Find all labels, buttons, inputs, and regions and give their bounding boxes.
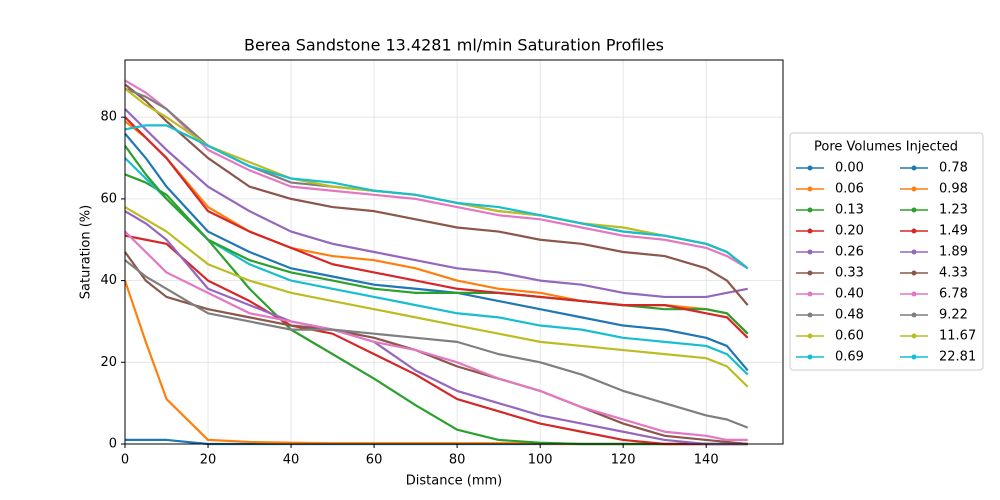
series-line (124, 87, 749, 270)
legend-label: 0.69 (835, 350, 864, 365)
legend-marker (911, 249, 917, 255)
legend-label: 0.33 (835, 266, 864, 281)
ticks: 0 20 40 60 80 100 120 140 0 20 40 60 80 (100, 110, 718, 468)
legend-label: 0.06 (835, 182, 864, 197)
legend-marker (911, 270, 917, 276)
legend-marker (911, 186, 917, 192)
x-tick-label: 100 (528, 453, 553, 468)
chart-title: Berea Sandstone 13.4281 ml/min Saturatio… (244, 36, 664, 55)
series-line (124, 124, 749, 270)
x-tick-label: 140 (694, 453, 719, 468)
series-line (124, 210, 748, 446)
legend-label: 22.81 (939, 350, 976, 365)
legend-label: 0.98 (939, 182, 968, 197)
legend-marker (911, 333, 917, 339)
legend-label: 1.23 (939, 203, 968, 218)
series-line (124, 251, 748, 446)
series-line (124, 79, 749, 270)
series-line (124, 206, 749, 388)
series-line (124, 145, 749, 335)
legend-label: 1.89 (939, 245, 968, 260)
legend-marker (911, 354, 917, 360)
legend-marker (911, 228, 917, 234)
y-tick-label: 80 (100, 110, 117, 125)
legend-marker (911, 207, 917, 213)
legend-marker (807, 291, 813, 297)
series-line (124, 157, 749, 376)
legend-label: 0.00 (835, 161, 864, 176)
series-line (124, 83, 749, 306)
grid (124, 60, 783, 445)
x-axis-label: Distance (mm) (406, 474, 502, 489)
series-line (124, 259, 749, 429)
plot-lines (123, 79, 749, 446)
legend-label: 6.78 (939, 287, 968, 302)
legend-marker (807, 228, 813, 234)
y-tick-label: 60 (100, 191, 117, 206)
y-tick-label: 0 (109, 437, 117, 452)
x-tick-label: 80 (449, 453, 466, 468)
legend: 0.00 0.06 0.13 0.20 0.26 0.33 0.40 0.48 0.60 0.69… (796, 161, 976, 365)
y-tick-label: 40 (100, 273, 117, 288)
legend-marker (807, 207, 813, 213)
legend-marker (807, 312, 813, 318)
series-line (124, 120, 749, 335)
legend-label: 0.26 (835, 245, 864, 260)
series-line (124, 230, 748, 442)
legend-box (789, 132, 984, 371)
x-tick-label: 120 (611, 453, 636, 468)
legend-marker (807, 186, 813, 192)
x-tick-label: 0 (121, 453, 129, 468)
series-line (124, 132, 749, 372)
legend-marker (807, 354, 813, 360)
legend-label: 0.13 (835, 203, 864, 218)
y-tick-label: 20 (100, 355, 117, 370)
legend-label: 11.67 (939, 329, 976, 344)
legend-marker (807, 270, 813, 276)
x-tick-label: 20 (200, 453, 217, 468)
legend-marker (911, 291, 917, 297)
legend-marker (911, 312, 917, 318)
legend-label: 0.60 (835, 329, 864, 344)
legend-label: 1.49 (939, 224, 968, 239)
legend-marker (807, 333, 813, 339)
legend-title: Pore Volumes Injected (814, 140, 958, 155)
legend-label: 4.33 (939, 266, 968, 281)
x-tick-label: 40 (283, 453, 300, 468)
legend-marker (807, 249, 813, 255)
plot-frame (124, 59, 784, 445)
legend-label: 0.20 (835, 224, 864, 239)
series-line (124, 108, 748, 299)
legend-marker (911, 165, 917, 171)
legend-label: 0.48 (835, 308, 864, 323)
y-axis-label: Saturation (%) (79, 205, 94, 299)
series-line (124, 87, 749, 270)
series-line (124, 116, 749, 339)
legend-label: 0.40 (835, 287, 864, 302)
legend-label: 9.22 (939, 308, 968, 323)
x-tick-label: 60 (366, 453, 383, 468)
legend-label: 0.78 (939, 161, 968, 176)
legend-marker (807, 165, 813, 171)
